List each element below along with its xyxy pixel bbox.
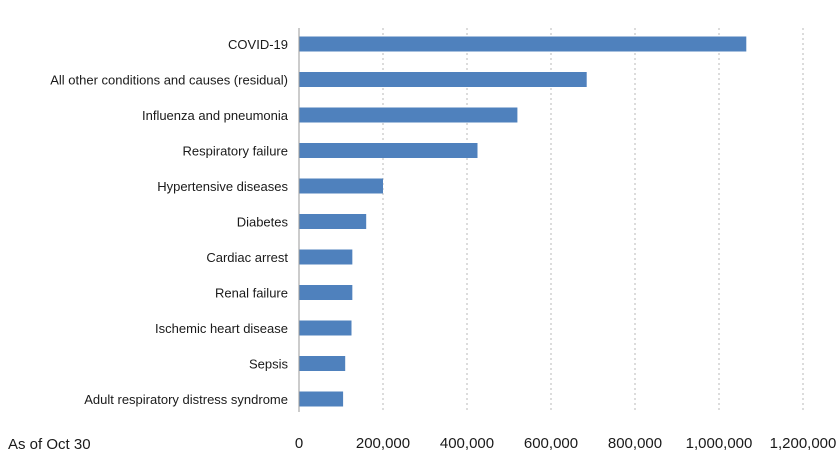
category-label-8: Ischemic heart disease (155, 321, 288, 336)
category-label-3: Respiratory failure (183, 144, 289, 159)
x-tick-label-5: 1,000,000 (686, 435, 753, 452)
bar-1 (299, 72, 587, 87)
category-label-6: Cardiac arrest (206, 250, 288, 265)
bar-7 (299, 285, 353, 300)
bar-9 (299, 356, 346, 371)
x-tick-label-3: 600,000 (524, 435, 578, 452)
x-tick-label-1: 200,000 (356, 435, 410, 452)
as-of-note: As of Oct 30 (8, 436, 91, 453)
category-label-5: Diabetes (237, 215, 289, 230)
grid-lines (382, 28, 804, 412)
category-label-2: Influenza and pneumonia (142, 108, 289, 123)
category-label-10: Adult respiratory distress syndrome (84, 392, 288, 407)
bar-6 (299, 249, 353, 265)
bar-2 (299, 107, 518, 123)
x-tick-label-6: 1,200,000 (770, 435, 837, 452)
bar-10 (299, 391, 344, 407)
bars (299, 36, 747, 407)
bar-5 (299, 214, 367, 229)
x-tick-label-0: 0 (295, 435, 303, 452)
bar-0 (299, 36, 747, 52)
x-tick-labels: 0 200,000 400,000 600,000 800,000 1,000,000 1,… (295, 435, 837, 452)
category-label-4: Hypertensive diseases (157, 179, 288, 194)
category-labels: COVID-19 All other conditions and causes … (50, 37, 289, 407)
category-label-9: Sepsis (249, 357, 289, 372)
category-label-7: Renal failure (215, 286, 288, 301)
category-label-1: All other conditions and causes (residua… (50, 73, 288, 88)
bar-8 (299, 320, 352, 336)
x-tick-label-4: 800,000 (608, 435, 662, 452)
bar-3 (299, 143, 478, 158)
x-tick-label-2: 400,000 (440, 435, 494, 452)
category-label-0: COVID-19 (228, 37, 288, 52)
bar-4 (299, 178, 383, 194)
